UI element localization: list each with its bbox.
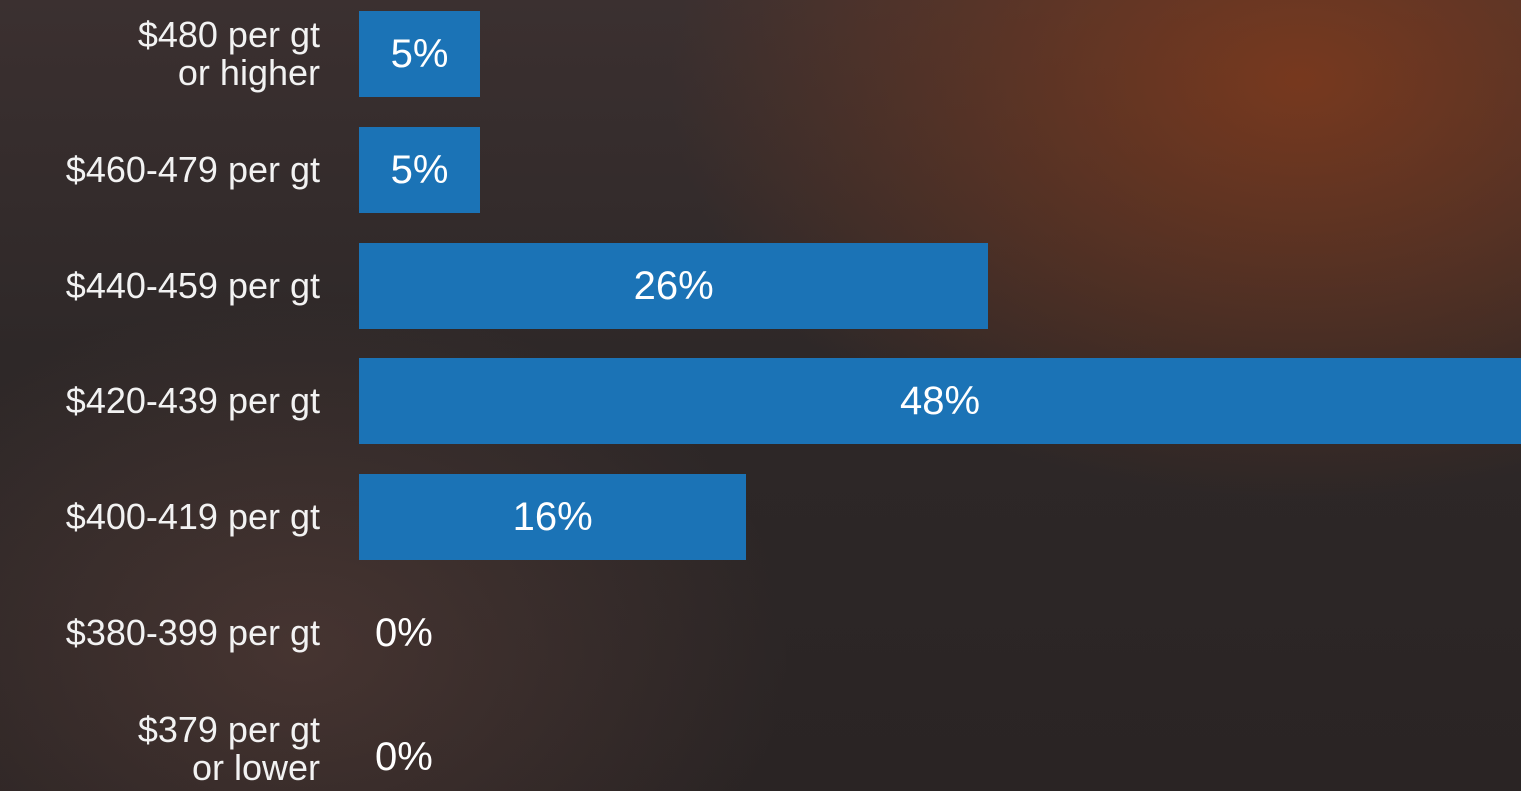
bar xyxy=(359,11,481,97)
category-label: $380-399 per gt xyxy=(65,612,320,653)
bar xyxy=(359,474,747,561)
value-label: 5% xyxy=(390,147,449,192)
bar xyxy=(359,242,989,329)
category-label: $379 per gt or lower xyxy=(137,708,320,788)
value-label: 5% xyxy=(390,32,449,76)
category-label: $420-439 per gt xyxy=(65,380,320,422)
value-label: 0% xyxy=(375,611,433,655)
value-label: 16% xyxy=(512,495,593,540)
value-label: 0% xyxy=(375,734,433,779)
value-label: 48% xyxy=(899,379,981,424)
category-label: $460-479 per gt xyxy=(65,148,320,190)
category-label: $440-459 per gt xyxy=(65,264,320,306)
value-label: 26% xyxy=(633,263,714,308)
category-label: $400-419 per gt xyxy=(65,496,320,538)
bar xyxy=(359,358,1521,445)
category-label: $480 per gt or higher xyxy=(137,14,320,93)
bar xyxy=(359,126,481,213)
